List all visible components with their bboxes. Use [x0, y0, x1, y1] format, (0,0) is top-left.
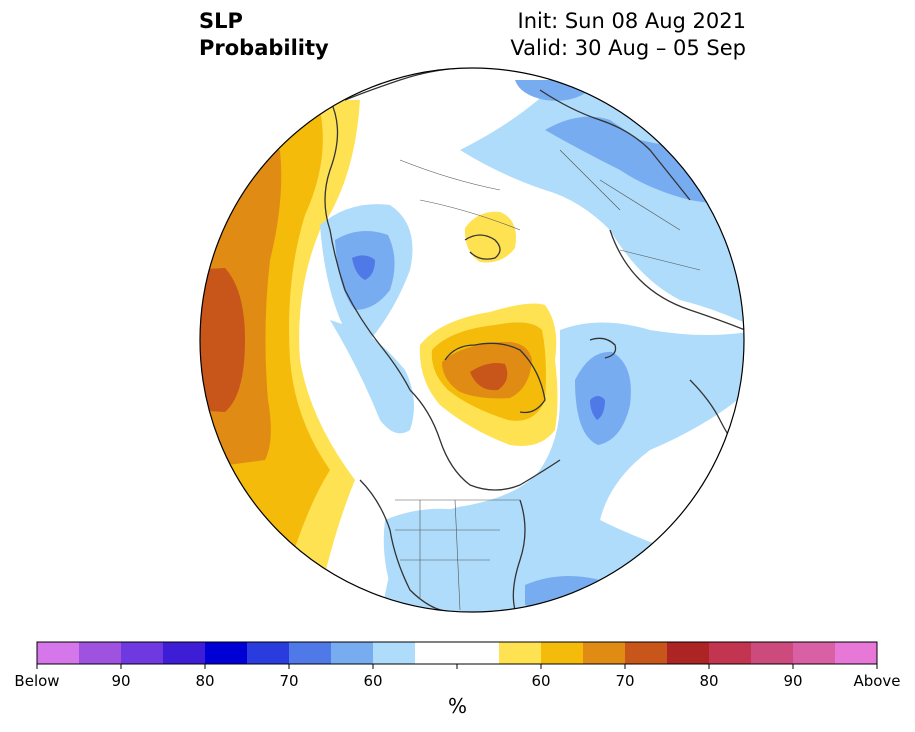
political-borders [395, 149, 701, 611]
colorbar-segment [37, 642, 80, 664]
colorbar-tick-label: 80 [195, 672, 215, 690]
colorbar-segment [667, 642, 710, 664]
colorbar-tick-label: 70 [279, 672, 299, 690]
colorbar-segment [121, 642, 164, 664]
colorbar-tick-labels: Below 90 80 70 60 60 70 80 90 Above [0, 672, 915, 696]
coastlines [324, 68, 744, 612]
colorbar-tick-label: 90 [783, 672, 803, 690]
map-title-variable: SLP Probability [199, 8, 329, 62]
asia-below-dark [352, 255, 375, 280]
atlantic-below-dark [590, 396, 605, 420]
init-date: Init: Sun 08 Aug 2021 [517, 9, 746, 33]
colorbar-segment [247, 642, 290, 664]
colorbar-segment [373, 642, 416, 664]
bering-below-light [330, 320, 414, 434]
colorbar-segment [499, 642, 542, 664]
colorbar-segment [835, 642, 878, 664]
colorbar-segment [415, 642, 458, 664]
colorbar-segment [289, 642, 332, 664]
colorbar-segment [163, 642, 206, 664]
greenland-above-darkest [470, 363, 508, 391]
pacific-above-darkest [200, 268, 245, 412]
colorbar-tick-label: 80 [699, 672, 719, 690]
colorbar-segment [541, 642, 584, 664]
colorbar [36, 641, 878, 669]
colorbar-segment [793, 642, 836, 664]
colorbar-tick-label: 90 [111, 672, 131, 690]
colorbar-segment [79, 642, 122, 664]
colorbar-segment [583, 642, 626, 664]
colorbar-segment [331, 642, 374, 664]
colorbar-tick-label: 60 [531, 672, 551, 690]
colorbar-tick-label: Above [853, 672, 901, 690]
valid-range: Valid: 30 Aug – 05 Sep [510, 36, 746, 60]
colorbar-segment [751, 642, 794, 664]
colorbar-segment [625, 642, 668, 664]
colorbar-segment [709, 642, 752, 664]
colorbar-segment [457, 642, 500, 664]
colorbar-tick-label: 60 [363, 672, 383, 690]
title-line-2: Probability [199, 36, 329, 60]
map-title-dates: Init: Sun 08 Aug 2021 Valid: 30 Aug – 05… [510, 8, 746, 62]
colorbar-tick-label: Below [14, 672, 60, 690]
colorbar-tick-label: 70 [615, 672, 635, 690]
colorbar-segment [205, 642, 248, 664]
map-boundary [199, 67, 745, 613]
colorbar-unit-label: % [447, 694, 467, 718]
map-globe [200, 68, 744, 612]
title-line-1: SLP [199, 9, 243, 33]
namerica-below-light [383, 508, 520, 612]
